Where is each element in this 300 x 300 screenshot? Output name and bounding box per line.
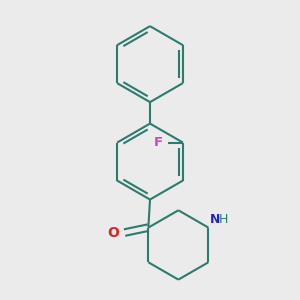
Text: N: N [210,213,220,226]
Text: H: H [219,213,228,226]
Text: O: O [107,226,119,240]
Text: F: F [154,136,163,149]
